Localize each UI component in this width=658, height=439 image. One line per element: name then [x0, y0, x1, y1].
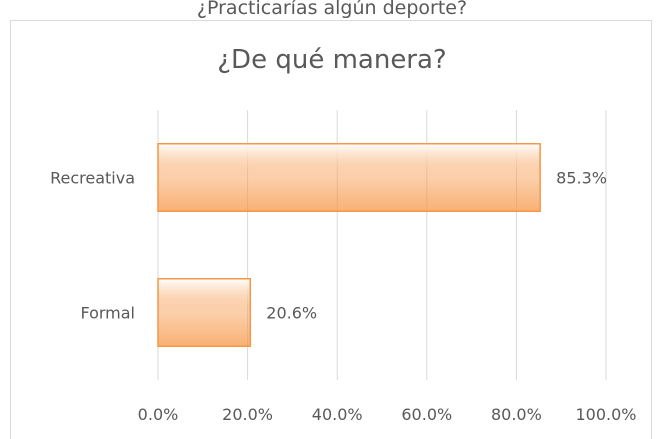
x-tick-label: 0.0% [138, 405, 179, 424]
chart-border [10, 20, 652, 439]
data-label: 20.6% [266, 304, 317, 323]
x-tick-label: 40.0% [312, 405, 363, 424]
bar [157, 143, 541, 212]
x-tick-label: 60.0% [401, 405, 452, 424]
y-tick-label: Formal [80, 304, 135, 323]
x-tick-label: 20.0% [222, 405, 273, 424]
chart-title: ¿De qué manera? [217, 45, 446, 75]
y-tick-label: Recreativa [50, 169, 135, 188]
x-tick-label: 100.0% [575, 405, 636, 424]
bar [157, 278, 252, 347]
data-label: 85.3% [556, 169, 607, 188]
page-heading: ¿Practicarías algún deporte? [197, 0, 467, 19]
x-tick-label: 80.0% [491, 405, 542, 424]
